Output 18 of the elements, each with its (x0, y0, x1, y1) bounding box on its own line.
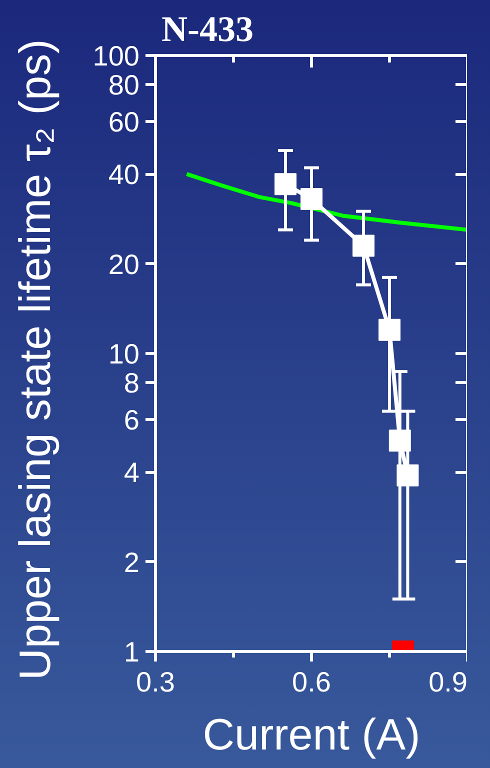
y-tick-label: 8 (124, 367, 140, 398)
x-axis-title: Current (A) (202, 710, 420, 760)
line-series (184, 172, 467, 232)
y-tick-label: 4 (124, 457, 140, 488)
y-tick-label: 100 (92, 40, 140, 72)
y-tick-label: 20 (108, 248, 140, 280)
x-tick-label: 0.3 (136, 666, 175, 698)
y-tick-label: 6 (124, 404, 140, 436)
chart-title: N-433 (162, 9, 254, 49)
y-tick-label: 40 (108, 159, 140, 190)
y-tick-label: 1 (124, 636, 140, 668)
y-tick-label: 2 (124, 546, 140, 578)
y-tick-label: 10 (108, 338, 140, 370)
y-tick-label: 80 (108, 69, 140, 100)
x-tick-label: 0.9 (428, 666, 468, 698)
y-axis-title: Upper lasing state lifetime τ₂ (ps) (10, 39, 60, 680)
x-tick-label: 0.6 (292, 666, 331, 698)
y-tick-label: 60 (108, 106, 140, 138)
